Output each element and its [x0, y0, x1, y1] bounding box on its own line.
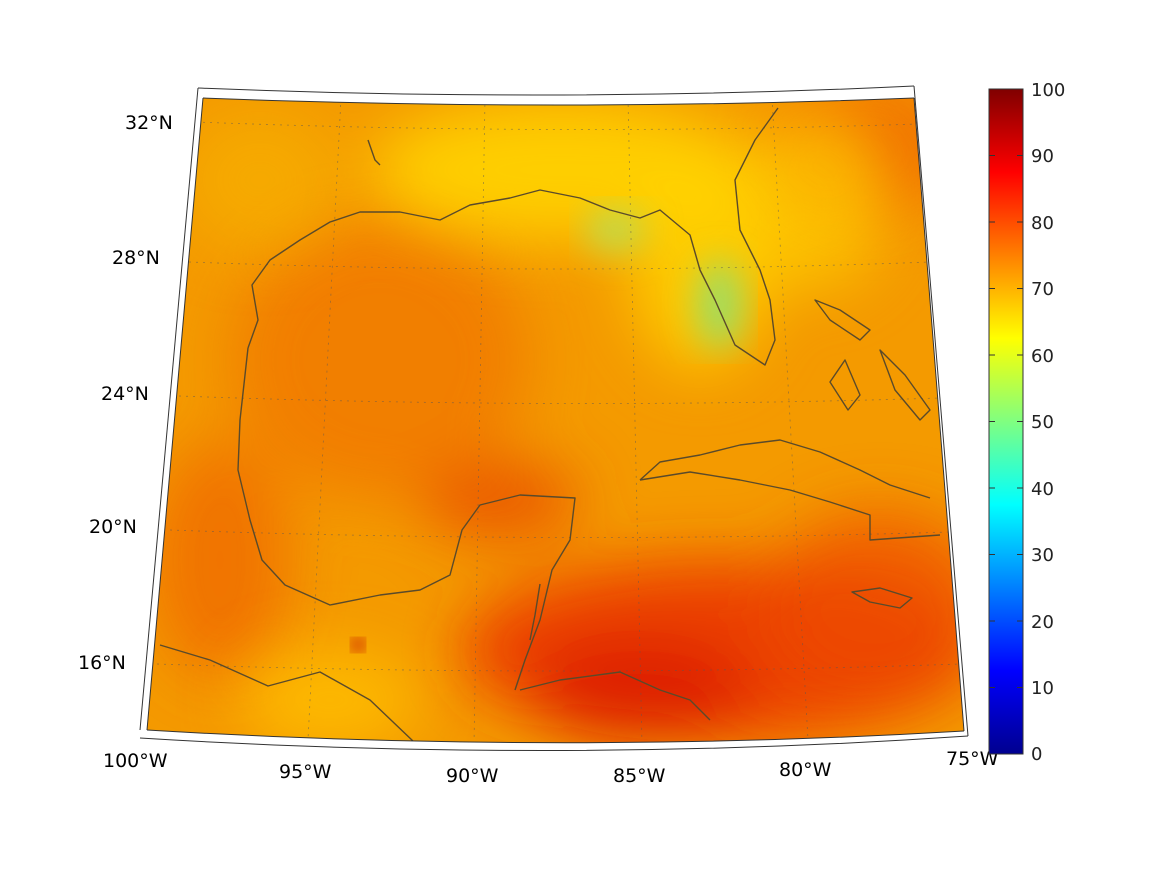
lat-label-16n: 16°N	[78, 652, 126, 674]
longitude-labels: 100°W 95°W 90°W 85°W 80°W 75°W	[103, 748, 999, 787]
lat-label-20n: 20°N	[89, 516, 137, 538]
lon-label-100w: 100°W	[103, 750, 168, 772]
coastlines	[159, 107, 941, 743]
colorbar: 100 90 80 70 60 50 40 30 20 10 0	[988, 80, 1065, 765]
lat-label-32n: 32°N	[125, 112, 173, 134]
lat-label-28n: 28°N	[112, 247, 160, 269]
lon-label-80w: 80°W	[779, 759, 832, 781]
lat-label-24n: 24°N	[101, 383, 149, 405]
colorbar-label-40: 40	[1031, 479, 1054, 500]
latitude-labels: 32°N 28°N 24°N 20°N 16°N	[78, 112, 173, 674]
lon-label-75w: 75°W	[946, 748, 999, 770]
colorbar-label-90: 90	[1031, 146, 1054, 167]
lon-label-85w: 85°W	[613, 765, 666, 787]
lon-label-95w: 95°W	[279, 761, 332, 783]
colorbar-label-50: 50	[1031, 412, 1054, 433]
graticule	[156, 98, 961, 743]
colorbar-label-100: 100	[1031, 80, 1065, 101]
colorbar-label-60: 60	[1031, 346, 1054, 367]
map-field	[147, 98, 964, 743]
map-frame	[139, 85, 969, 752]
colorbar-ticks	[989, 88, 1023, 755]
colorbar-label-30: 30	[1031, 545, 1054, 566]
colorbar-label-0: 0	[1031, 744, 1042, 765]
lon-label-90w: 90°W	[446, 765, 499, 787]
colorbar-label-10: 10	[1031, 678, 1054, 699]
colorbar-label-80: 80	[1031, 213, 1054, 234]
colorbar-label-70: 70	[1031, 279, 1054, 300]
colorbar-label-20: 20	[1031, 612, 1054, 633]
